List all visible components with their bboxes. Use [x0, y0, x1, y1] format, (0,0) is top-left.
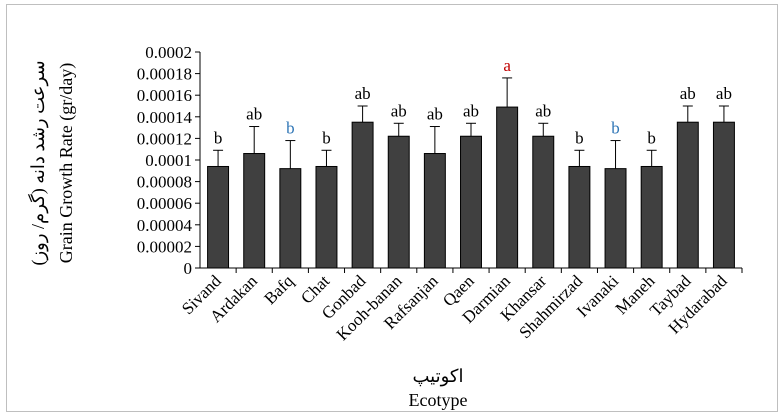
significance-label: ab: [355, 84, 371, 103]
y-tick-label: 0.00002: [137, 237, 192, 256]
bar: [243, 153, 266, 269]
bar: [712, 121, 735, 269]
bar: [640, 165, 663, 269]
significance-labels: b ab b b ab ab ab ab a ab b b b ab ab: [214, 56, 732, 147]
significance-label: b: [286, 119, 295, 138]
significance-label: ab: [427, 105, 443, 124]
y-tick-label: 0.00004: [137, 216, 193, 235]
bar: [496, 106, 519, 269]
significance-label: ab: [680, 84, 696, 103]
significance-label: ab: [716, 84, 732, 103]
bar: [568, 165, 591, 269]
y-tick-label: 0.00012: [137, 129, 192, 148]
y-tick-label: 0.00008: [137, 173, 192, 192]
x-axis-title-persian: اکوتیپ: [413, 366, 464, 387]
significance-label: b: [575, 128, 584, 147]
error-bars: [213, 77, 729, 169]
bar: [279, 168, 302, 269]
bar: [532, 135, 555, 269]
bar: [207, 165, 230, 269]
significance-label: b: [214, 128, 223, 147]
significance-label: b: [611, 119, 620, 138]
x-tick-label: Bafq: [260, 271, 297, 308]
x-axis-title: Ecotype: [409, 390, 468, 410]
significance-label: a: [503, 56, 511, 75]
y-tick-label: 0.0001: [145, 151, 192, 170]
significance-label: ab: [391, 101, 407, 120]
significance-label: b: [647, 128, 656, 147]
bar: [460, 135, 482, 269]
bar: [423, 153, 446, 269]
y-tick-label: 0: [184, 259, 193, 278]
bar: [351, 121, 374, 269]
y-tick-label: 0.00018: [137, 65, 192, 84]
significance-label: ab: [463, 101, 479, 120]
y-tick-label: 0.00016: [137, 86, 192, 105]
y-tick-label: 0.00006: [137, 194, 192, 213]
bar: [387, 135, 410, 269]
bar: [604, 168, 627, 269]
y-axis-title-persian: سرعت رشد دانه (گرم/ روز): [27, 60, 49, 265]
y-tick-label: 0.0002: [145, 43, 192, 62]
y-tick-labels: 0 0.00002 0.00004 0.00006 0.00008 0.0001 0.000…: [137, 43, 193, 278]
bars: [207, 106, 735, 269]
x-tick-label: Ivanaki: [573, 271, 623, 321]
significance-label: ab: [535, 101, 551, 120]
bar: [315, 165, 338, 269]
significance-label: ab: [246, 105, 262, 124]
bar: [676, 121, 699, 269]
y-tick-label: 0.00014: [137, 108, 193, 127]
y-axis-title: Grain Growth Rate (gr/day): [56, 63, 77, 263]
significance-label: b: [322, 128, 331, 147]
